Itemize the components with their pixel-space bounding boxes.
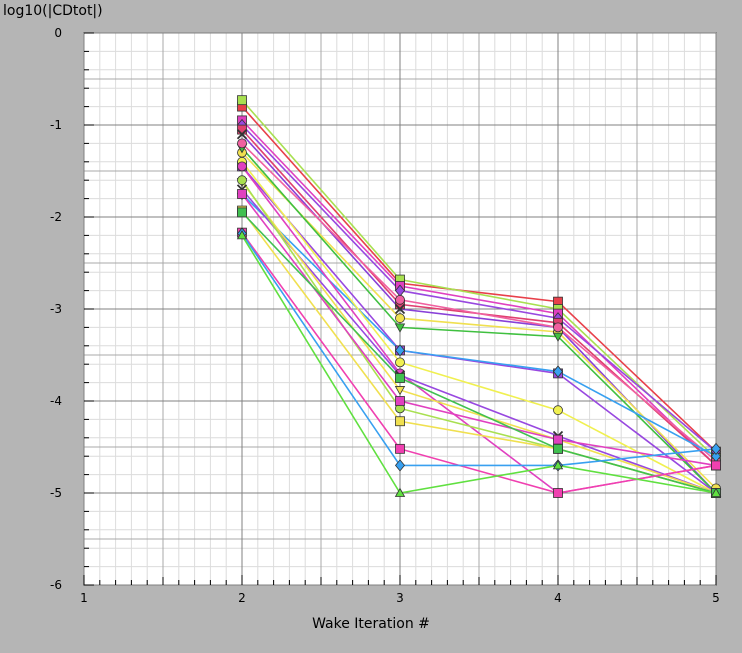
series-point <box>553 434 563 445</box>
series-line <box>241 234 717 494</box>
y-tick-label: -6 <box>50 578 62 592</box>
series-line <box>241 152 717 489</box>
series-point <box>394 459 406 472</box>
series-point <box>394 386 406 396</box>
series-point <box>237 175 247 186</box>
series-line <box>241 165 717 494</box>
series-point <box>553 405 563 416</box>
y-axis-title: log10(|CDtot|) <box>3 3 103 19</box>
series-point <box>237 189 247 199</box>
series-point <box>237 207 247 218</box>
series-point <box>237 95 247 106</box>
series-point <box>552 460 564 470</box>
series-point <box>395 416 405 427</box>
series-point <box>553 488 563 498</box>
series-point <box>236 230 248 240</box>
series-line <box>241 193 717 467</box>
series-line <box>241 161 717 494</box>
x-tick-label: 4 <box>554 591 562 605</box>
series-point <box>395 313 405 324</box>
series-point <box>394 487 406 497</box>
series-line <box>241 147 717 494</box>
series-point <box>237 124 247 135</box>
series-line <box>241 106 717 453</box>
y-tick-label: -1 <box>50 118 62 132</box>
x-axis-title: Wake Iteration # <box>312 616 430 632</box>
series-line <box>241 119 717 466</box>
series-point <box>237 138 247 149</box>
series-point <box>394 323 406 333</box>
y-tick-label: -2 <box>50 210 62 224</box>
series-point <box>394 344 406 357</box>
series-point <box>553 322 563 333</box>
series-line <box>241 181 717 494</box>
series-line <box>241 193 717 457</box>
series-point <box>553 443 563 454</box>
x-tick-label: 2 <box>238 591 246 605</box>
x-tick-label: 1 <box>80 591 88 605</box>
series-point <box>395 294 405 305</box>
x-tick-label: 5 <box>712 591 720 605</box>
series-line <box>241 211 717 494</box>
y-tick-label: -5 <box>50 486 62 500</box>
series-point <box>711 460 721 471</box>
series-point <box>237 161 247 172</box>
series-point <box>552 332 564 342</box>
series-point <box>395 443 405 454</box>
series-point <box>236 129 248 140</box>
series-point <box>395 373 405 383</box>
series-point <box>395 396 405 406</box>
series-point <box>552 365 564 378</box>
series-line <box>241 142 717 462</box>
x-tick-label: 3 <box>396 591 404 605</box>
y-tick-label: -3 <box>50 302 62 316</box>
series-point <box>395 357 405 368</box>
series-line <box>241 124 717 453</box>
series-point <box>710 442 722 455</box>
series-line <box>241 233 717 467</box>
series-line <box>241 188 717 494</box>
y-tick-label: -4 <box>50 394 62 408</box>
series-line <box>241 99 717 459</box>
series-point <box>394 303 406 315</box>
y-tick-label: 0 <box>54 26 62 40</box>
series-point <box>710 487 722 497</box>
